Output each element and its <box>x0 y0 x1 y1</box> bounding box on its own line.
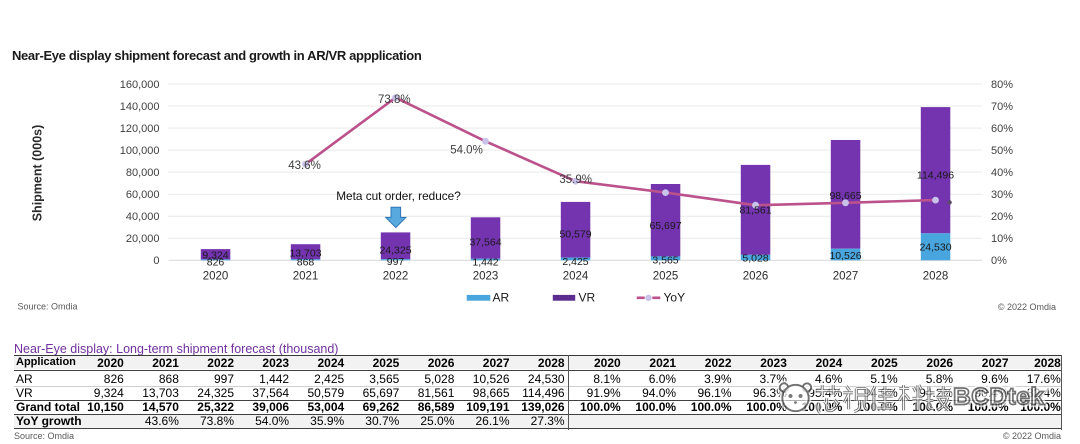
svg-text:100,000: 100,000 <box>120 145 160 157</box>
svg-text:© 2022 Omdia: © 2022 Omdia <box>998 302 1056 312</box>
svg-text:13,703: 13,703 <box>289 248 321 260</box>
svg-text:2023: 2023 <box>473 271 499 283</box>
svg-text:98,665: 98,665 <box>829 190 861 202</box>
svg-text:0%: 0% <box>991 255 1007 267</box>
svg-text:9,324: 9,324 <box>202 250 228 262</box>
svg-text:VR: VR <box>579 291 596 305</box>
svg-text:50%: 50% <box>991 145 1013 157</box>
svg-text:80%: 80% <box>991 79 1013 91</box>
svg-text:24,325: 24,325 <box>379 245 411 257</box>
svg-text:81,561: 81,561 <box>739 205 771 217</box>
svg-text:2022: 2022 <box>383 271 409 283</box>
svg-text:2027: 2027 <box>833 271 859 283</box>
svg-text:65,697: 65,697 <box>649 220 681 232</box>
svg-text:997: 997 <box>387 256 405 268</box>
svg-text:3,565: 3,565 <box>652 255 678 267</box>
svg-text:2026: 2026 <box>743 271 769 283</box>
svg-text:160,000: 160,000 <box>120 79 160 91</box>
svg-text:70%: 70% <box>991 101 1013 113</box>
svg-text:2028: 2028 <box>923 271 949 283</box>
svg-text:2021: 2021 <box>293 271 319 283</box>
svg-text:2024: 2024 <box>563 271 589 283</box>
svg-text:114,496: 114,496 <box>917 170 954 182</box>
svg-text:30%: 30% <box>991 189 1013 201</box>
svg-text:35.9%: 35.9% <box>559 174 592 186</box>
svg-text:37,564: 37,564 <box>469 237 501 249</box>
svg-text:2025: 2025 <box>653 271 679 283</box>
svg-text:73.8%: 73.8% <box>378 94 411 106</box>
svg-text:20%: 20% <box>991 211 1013 223</box>
svg-text:10,526: 10,526 <box>829 250 861 262</box>
svg-text:0: 0 <box>153 255 159 267</box>
svg-text:YoY: YoY <box>664 291 686 305</box>
svg-text:2020: 2020 <box>203 271 229 283</box>
svg-text:140,000: 140,000 <box>120 101 160 113</box>
svg-text:5,028: 5,028 <box>742 253 768 265</box>
svg-text:43.6%: 43.6% <box>288 160 321 172</box>
svg-text:AR: AR <box>493 291 510 305</box>
svg-text:1,442: 1,442 <box>472 257 498 269</box>
svg-text:80,000: 80,000 <box>126 167 160 179</box>
svg-text:Shipment (000s): Shipment (000s) <box>31 125 45 222</box>
svg-text:40%: 40% <box>991 167 1013 179</box>
svg-text:826: 826 <box>207 257 225 269</box>
svg-text:868: 868 <box>297 257 315 269</box>
svg-text:10%: 10% <box>991 233 1013 245</box>
svg-text:20,000: 20,000 <box>126 233 160 245</box>
svg-text:Source: Omdia: Source: Omdia <box>18 302 78 312</box>
svg-text:50,579: 50,579 <box>559 229 591 241</box>
svg-text:120,000: 120,000 <box>120 123 160 135</box>
svg-text:60%: 60% <box>991 123 1013 135</box>
svg-text:Meta cut order, reduce?: Meta cut order, reduce? <box>336 189 461 203</box>
svg-text:24,530: 24,530 <box>919 242 951 254</box>
svg-text:40,000: 40,000 <box>126 211 160 223</box>
svg-text:2,425: 2,425 <box>562 256 588 268</box>
svg-text:60,000: 60,000 <box>126 189 160 201</box>
svg-text:54.0%: 54.0% <box>450 145 483 157</box>
